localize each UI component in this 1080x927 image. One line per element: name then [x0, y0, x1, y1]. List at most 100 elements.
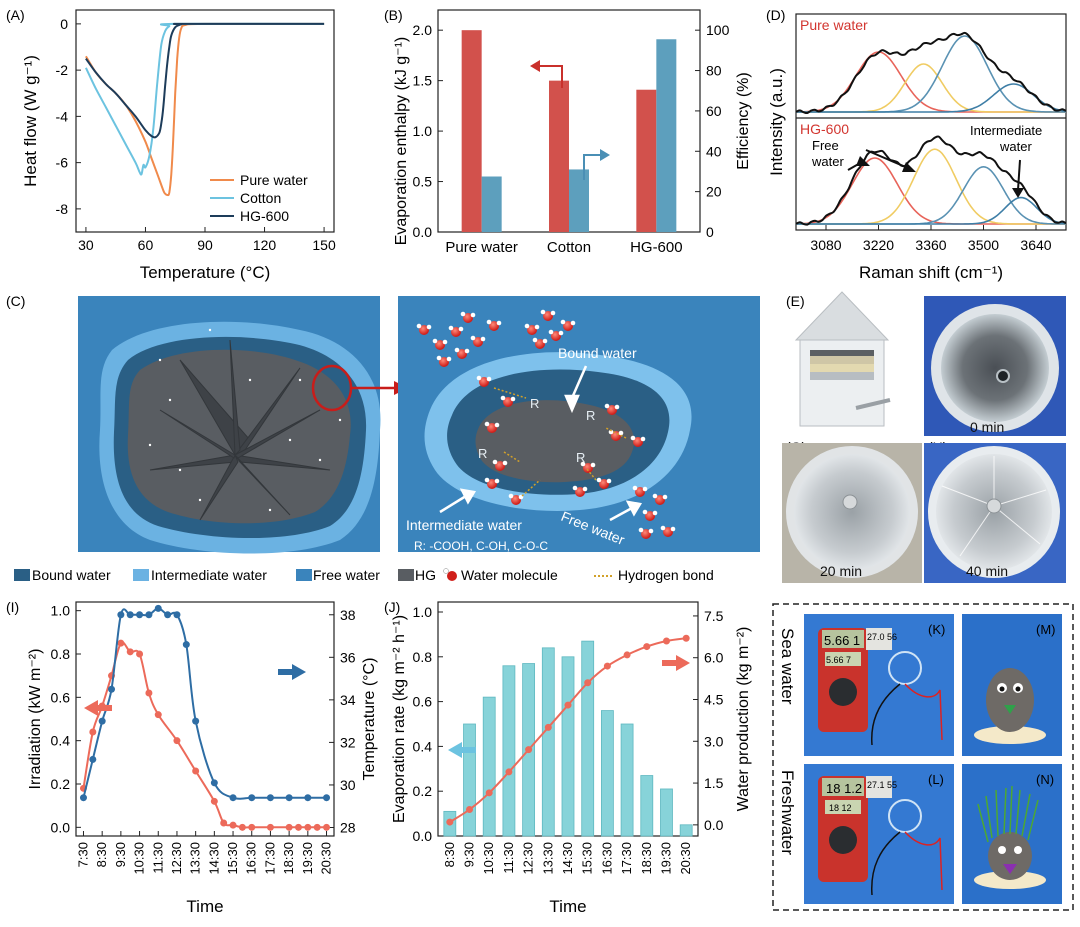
annotation-int-1: Intermediate: [970, 123, 1042, 138]
time-g: 20 min: [820, 563, 862, 579]
bound-water-label: Bound water: [558, 345, 637, 361]
hydrogen-atom: [632, 485, 638, 491]
y-axis-label: Irradiation (kW m⁻²): [27, 649, 44, 790]
data-point: [248, 794, 256, 802]
series-line-cotton: [85, 22, 325, 176]
data-point: [662, 637, 670, 645]
oxygen-atom: [645, 511, 655, 521]
fit-peak: [796, 83, 1066, 113]
bar-evaporation-rate: [620, 723, 634, 837]
data-point: [304, 823, 312, 831]
water-molecules: [416, 309, 676, 539]
y-tick-label: 0.0: [413, 224, 433, 240]
chart-i: 0.0 0.2 0.4 0.6 0.8 1.0 28 30 32 34 36 38 7:30 8:30 9:…: [27, 601, 378, 916]
oxygen-atom: [439, 357, 449, 367]
x-tick-label: 20:30: [678, 842, 693, 875]
hydrogen-atom: [550, 310, 556, 316]
water-molecule: [484, 477, 500, 489]
x-axis-label: Raman shift (cm⁻¹): [859, 263, 1003, 282]
legend-label: Pure water: [240, 172, 308, 188]
x-tick-label: 3220: [863, 237, 894, 253]
y-tick-label: 0.6: [413, 694, 433, 710]
data-point: [285, 823, 293, 831]
y2-tick-label: 20: [706, 184, 722, 200]
l-clock: 27.1 55: [867, 780, 897, 790]
data-point: [304, 794, 312, 802]
x-tick-label: 8:30: [442, 842, 457, 867]
arrow-left-axis: [540, 65, 563, 88]
hydrogen-atom: [494, 422, 500, 428]
water-molecule: [524, 323, 540, 335]
water-molecule: [632, 485, 648, 497]
y2-tick-label: 28: [340, 819, 356, 835]
oxygen-atom: [503, 397, 513, 407]
hydrogen-atom: [572, 485, 578, 491]
oxygen-atom: [489, 321, 499, 331]
oxygen-atom: [511, 495, 521, 505]
hydrogen-atom: [652, 493, 658, 499]
hydrogen-atom: [614, 404, 620, 410]
water-molecule: [642, 509, 658, 521]
time-f: 0 min: [970, 419, 1004, 435]
x-tick-label: 3500: [968, 237, 999, 253]
plot-frame: [75, 9, 335, 233]
x-tick-label: 16:30: [244, 842, 259, 875]
x-tick-label: 30: [78, 237, 94, 253]
arrow-irradiation: [84, 700, 112, 716]
y2-tick-label: 60: [706, 103, 722, 119]
y-tick-label: 0.4: [51, 733, 71, 749]
panel-label-e: (E): [786, 293, 805, 309]
water-molecule: [572, 485, 588, 497]
hydrogen-atom: [486, 376, 492, 382]
bar-evaporation-rate: [679, 824, 693, 837]
bar-evaporation-rate: [482, 696, 496, 837]
annotation-arrows-free: [847, 149, 909, 171]
sea-water-label: Sea water: [778, 628, 797, 705]
data-point: [229, 821, 237, 829]
bar-evaporation-rate: [561, 656, 575, 837]
x-tick-label: 60: [138, 237, 154, 253]
water-molecule: [652, 493, 668, 505]
y2-tick-label: 7.5: [704, 608, 724, 624]
panel-label-a: (A): [6, 7, 25, 23]
data-point: [248, 823, 256, 831]
y-tick-label: 1.5: [413, 73, 433, 89]
water-molecule: [560, 319, 576, 331]
data-point: [154, 711, 162, 719]
hydrogen-atom: [502, 460, 508, 466]
bar-evaporation-rate: [463, 723, 476, 837]
hydrogen-atom: [662, 494, 668, 500]
spectrum-line: [796, 135, 1066, 226]
y2-axis-label: Temperature (°C): [361, 658, 378, 781]
x-tick-label: 16:30: [599, 842, 614, 875]
oxygen-atom: [635, 487, 645, 497]
hydrogen-atom: [542, 338, 548, 344]
hydrogen-atom: [642, 486, 648, 492]
hydrogen-atom: [532, 337, 538, 343]
hydrogen-atom: [508, 493, 514, 499]
subplot-0: [796, 31, 1066, 115]
y2-tick-label: 32: [340, 734, 356, 750]
data-point: [164, 611, 172, 619]
water-molecule: [460, 311, 476, 323]
data-point: [584, 679, 592, 687]
data-point: [192, 767, 200, 775]
hydrogen-atom: [618, 430, 624, 436]
data-point: [98, 717, 106, 725]
y-tick-label: 0.5: [413, 174, 433, 190]
hydrogen-atom: [500, 395, 506, 401]
freshwater-label: Freshwater: [778, 770, 797, 855]
data-point: [564, 701, 572, 709]
device-illustration: [794, 291, 891, 427]
y2-tick-label: 4.5: [704, 692, 724, 708]
bar-enthalpy: [636, 89, 657, 232]
arrow-right-head: [600, 149, 610, 161]
bar-enthalpy: [549, 80, 569, 233]
photo-panels-efgh: (E) (F) 0 min (G) 20 min (H): [782, 291, 1066, 583]
data-point: [154, 604, 162, 612]
panel-label-n: (N): [1036, 772, 1054, 787]
hydrogen-atom: [470, 335, 476, 341]
oxygen-atom: [419, 325, 429, 335]
bar-evaporation-rate: [581, 640, 595, 837]
x-tick-label: 12:30: [521, 842, 536, 875]
